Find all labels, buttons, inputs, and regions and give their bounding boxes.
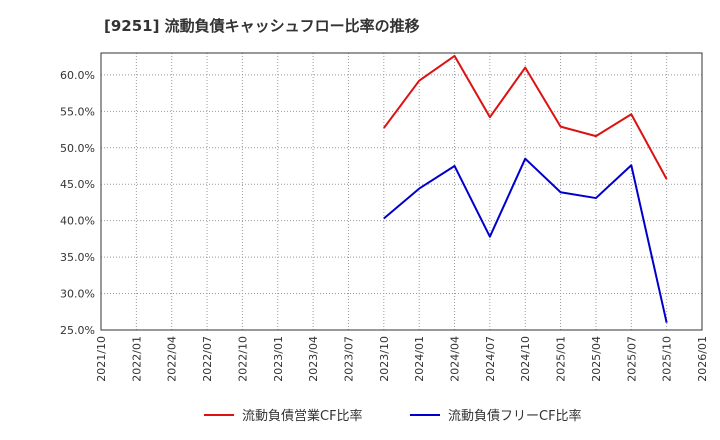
y-tick-label: 25.0% xyxy=(60,324,95,337)
x-tick-label: 2021/10 xyxy=(95,336,108,382)
series-line-1 xyxy=(383,54,668,180)
x-tick-label: 2024/10 xyxy=(519,336,532,382)
x-tick-label: 2023/07 xyxy=(342,336,355,382)
x-tick-label: 2024/07 xyxy=(484,336,497,382)
x-tick-label: 2024/01 xyxy=(413,336,426,382)
y-tick-label: 45.0% xyxy=(60,178,95,191)
plot-border xyxy=(100,52,703,331)
x-tick-label: 2022/01 xyxy=(130,336,143,382)
x-tick-label: 2024/04 xyxy=(449,336,462,382)
x-tick-label: 2023/01 xyxy=(272,336,285,382)
y-tick-label: 30.0% xyxy=(60,288,95,301)
y-tick-label: 50.0% xyxy=(60,142,95,155)
y-tick-label: 60.0% xyxy=(60,69,95,82)
legend-label-2: 流動負債フリーCF比率 xyxy=(448,408,582,424)
x-tick-label: 2026/01 xyxy=(696,336,709,382)
y-tick-label: 40.0% xyxy=(60,215,95,228)
x-tick-label: 2023/10 xyxy=(378,336,391,382)
y-tick-label: 55.0% xyxy=(60,105,95,118)
x-tick-label: 2025/01 xyxy=(555,336,568,382)
x-tick-label: 2023/04 xyxy=(307,336,320,382)
x-tick-label: 2025/07 xyxy=(625,336,638,382)
y-tick-label: 35.0% xyxy=(60,251,95,264)
x-tick-label: 2022/10 xyxy=(236,336,249,382)
x-tick-label: 2025/04 xyxy=(590,336,603,382)
x-tick-label: 2025/10 xyxy=(661,336,674,382)
plot-area xyxy=(101,53,702,330)
x-tick-label: 2022/07 xyxy=(201,336,214,382)
x-tick-label: 2022/04 xyxy=(166,336,179,382)
legend-label-1: 流動負債営業CF比率 xyxy=(242,408,363,424)
chart-title: [9251] 流動負債キャッシュフロー比率の推移 xyxy=(104,17,420,35)
series-line-2 xyxy=(383,157,668,323)
